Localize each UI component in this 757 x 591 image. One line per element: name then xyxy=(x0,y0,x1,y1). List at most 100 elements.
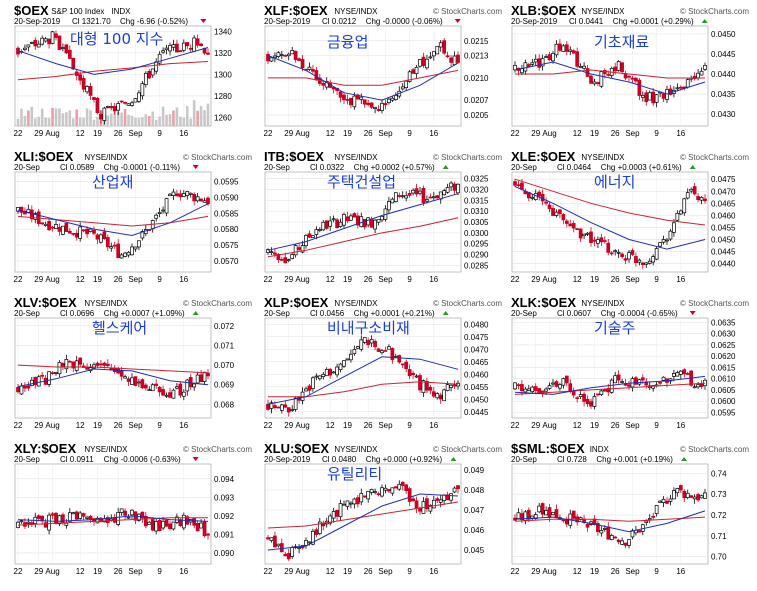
candle-body xyxy=(411,372,415,375)
candle-body xyxy=(661,376,666,381)
candle-body xyxy=(682,490,687,498)
y-tick-label: 0.0465 xyxy=(711,199,736,208)
x-tick-label: 9 xyxy=(157,421,162,430)
chart-svg: XLB:$OEX NYSE/INDX © StockCharts.com 20-Sep… xyxy=(511,4,750,138)
y-tick-label: 0.0470 xyxy=(711,187,736,196)
candle-body xyxy=(328,220,333,227)
candle-body xyxy=(661,93,666,99)
candle-body xyxy=(161,520,165,529)
candle-body xyxy=(199,43,203,46)
candle-body xyxy=(67,360,72,363)
candle-body xyxy=(578,66,583,69)
candle-body xyxy=(88,86,93,96)
y-tick-label: 1320 xyxy=(214,49,232,58)
up-arrow-icon xyxy=(442,311,449,315)
candle-body xyxy=(185,42,190,47)
x-tick-label: 29 xyxy=(34,567,43,576)
x-tick-label: Aug xyxy=(45,275,59,284)
volume-bar xyxy=(85,108,89,126)
candle-body xyxy=(188,47,193,50)
change-value: Chg +0.001 (+0.19%) xyxy=(596,455,673,464)
candle-body xyxy=(564,519,569,525)
chart-panel: ITB:$OEX NYSE/INDX © StockCharts.com 20-Sep… xyxy=(262,150,506,292)
candle-body xyxy=(311,235,315,238)
candle-body xyxy=(283,55,288,57)
candle-body xyxy=(637,379,642,385)
candle-body xyxy=(88,228,93,232)
x-tick-label: 19 xyxy=(93,567,102,576)
x-tick-label: 26 xyxy=(114,275,123,284)
candle-body xyxy=(321,374,326,378)
candle-body xyxy=(637,79,642,96)
candle-body xyxy=(266,537,270,540)
candle-body xyxy=(81,78,86,90)
candle-body xyxy=(119,100,124,103)
chart-svg: XLI:$OEX NYSE/INDX © StockCharts.com 20-Sep… xyxy=(14,150,253,284)
candle-body xyxy=(297,247,301,250)
chart-symbol: XLY:$OEX xyxy=(14,442,76,456)
x-tick-label: 29 xyxy=(284,275,293,284)
candle-body xyxy=(634,377,638,385)
candle-body xyxy=(431,391,436,397)
candle-body xyxy=(623,542,628,546)
y-tick-label: 0.73 xyxy=(711,490,727,499)
candle-body xyxy=(634,256,638,263)
candle-body xyxy=(533,58,538,63)
candle-body xyxy=(29,379,34,386)
candle-body xyxy=(171,44,176,48)
candle-body xyxy=(345,99,350,101)
y-tick-label: 0.0465 xyxy=(464,358,489,367)
candle-body xyxy=(321,83,326,86)
candle-body xyxy=(366,340,371,346)
long-moving-average xyxy=(514,382,706,395)
volume-bar xyxy=(127,114,130,126)
candle-body xyxy=(411,69,415,74)
y-tick-label: 0.0450 xyxy=(464,395,489,404)
candle-body xyxy=(435,195,440,199)
candle-body xyxy=(293,397,298,410)
candle-body xyxy=(95,234,100,240)
chart-symbol: XLV:$OEX xyxy=(14,296,77,310)
candle-body xyxy=(537,58,542,68)
volume-bar xyxy=(179,116,182,126)
chart-date: 20-Sep xyxy=(511,455,537,464)
candle-body xyxy=(551,208,555,216)
y-tick-label: 0.0320 xyxy=(464,185,489,194)
candle-body xyxy=(349,502,353,505)
candle-body xyxy=(414,188,419,195)
candle-body xyxy=(513,382,517,390)
candle-body xyxy=(54,224,58,229)
up-arrow-icon xyxy=(681,457,688,461)
candle-body xyxy=(19,520,24,523)
candle-body xyxy=(50,31,55,44)
candle-body xyxy=(78,512,83,519)
chart-date: 20-Sep xyxy=(264,309,290,318)
short-moving-average xyxy=(17,368,209,388)
x-tick-label: Aug xyxy=(542,567,556,576)
candle-body xyxy=(61,363,65,367)
candle-body xyxy=(195,522,200,532)
x-tick-label: 16 xyxy=(676,275,685,284)
candle-body xyxy=(596,82,600,85)
candle-body xyxy=(387,346,391,350)
candle-body xyxy=(324,220,329,229)
change-value: Chg -0.0001 (-0.11%) xyxy=(104,163,181,172)
candle-body xyxy=(526,388,531,391)
candle-body xyxy=(137,92,141,102)
candle-body xyxy=(71,233,76,235)
candle-body xyxy=(599,530,604,534)
candle-body xyxy=(675,372,680,377)
candle-body xyxy=(304,540,308,546)
y-tick-label: 0.0595 xyxy=(214,178,239,187)
x-tick-label: Aug xyxy=(45,567,59,576)
y-tick-label: 0.0450 xyxy=(711,235,736,244)
candle-body xyxy=(314,229,319,235)
candle-body xyxy=(154,383,159,386)
candle-body xyxy=(276,52,281,58)
candle-body xyxy=(266,403,270,410)
candle-body xyxy=(376,348,381,352)
x-tick-label: 26 xyxy=(364,421,373,430)
x-tick-label: 16 xyxy=(676,421,685,430)
y-tick-label: 0.0445 xyxy=(711,50,736,59)
candle-body xyxy=(321,221,326,231)
